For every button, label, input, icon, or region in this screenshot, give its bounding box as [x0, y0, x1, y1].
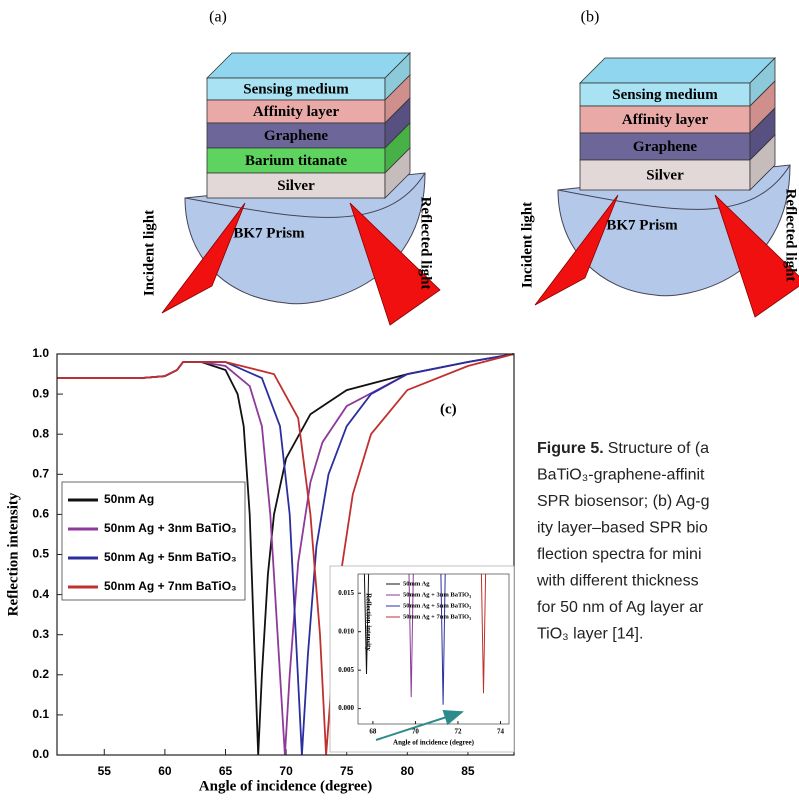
legend-label: 50mm Ag + 7nm BaTiO₃ [403, 613, 471, 620]
layer-label: Affinity layer [622, 112, 709, 128]
reflected-label: Reflected light [418, 197, 434, 290]
y-tick-label: 0.8 [32, 426, 49, 440]
y-tick-label: 0.5 [32, 547, 49, 561]
y-axis-label: Reflection intensity [5, 492, 21, 616]
layer-label: Barium titanate [245, 153, 347, 169]
layer-label: Silver [646, 167, 684, 183]
y-tick-label: 0.015 [338, 589, 354, 597]
y-tick-label: 0.9 [32, 386, 49, 400]
layer-label: Sensing medium [612, 87, 718, 103]
legend-label: 50mm Ag + 5nm BaTiO₃ [403, 602, 471, 609]
caption-text: ity layer–based SPR bio [537, 520, 708, 537]
legend-label: 50mm Ag + 3nm BaTiO₃ [403, 591, 471, 598]
panel-label: (a) [209, 9, 227, 26]
figure: (a) BK7 Prism Sensing medium Affinity layer… [0, 0, 799, 800]
reflected-label: Reflected light [783, 189, 799, 282]
prism-label: BK7 Prism [233, 225, 305, 241]
layer-label: Affinity layer [253, 104, 340, 120]
legend-label: 50mm Ag [403, 580, 430, 587]
x-tick-label: 75 [340, 764, 354, 778]
x-tick-label: 80 [401, 764, 415, 778]
caption-text: BaTiO₃-graphene-affinit [537, 467, 705, 484]
caption-text: Structure of (a [608, 440, 709, 457]
legend-label: 50nm Ag + 3nm BaTiO₃ [104, 521, 237, 535]
diagrams: (a) BK7 Prism Sensing medium Affinity layer… [141, 9, 799, 325]
caption-line: Figure 5.Structure of (a [537, 440, 709, 457]
y-tick-label: 0.0 [32, 747, 49, 761]
incident-label: Incident light [519, 202, 535, 288]
charts: 55 60 65 70 75 80 85 0.0 0.1 0.2 0.3 0.4 0.5 0.6 0.7 0.… [5, 346, 514, 794]
legend-label: 50nm Ag + 5nm BaTiO₃ [104, 550, 237, 564]
caption-label: Figure 5. [537, 440, 604, 457]
layer-label: Graphene [633, 139, 698, 155]
y-tick-label: 0.2 [32, 667, 49, 681]
caption-text: for 50 nm of Ag layer ar [537, 599, 704, 616]
x-tick-label: 74 [497, 728, 505, 736]
incident-label: Incident light [141, 210, 157, 296]
layer-label: Sensing medium [243, 81, 349, 97]
panel-label: (b) [581, 9, 600, 26]
caption-text: flection spectra for mini [537, 546, 702, 563]
y-tick-label: 1.0 [32, 346, 49, 360]
x-axis-label: Angle of incidence (degree) [393, 739, 475, 747]
y-tick-label: 0.010 [338, 627, 354, 635]
caption: Figure 5.Structure of (a BaTiO₃-graphene… [536, 440, 710, 643]
x-tick-label: 68 [369, 728, 377, 736]
y-tick-label: 0.3 [32, 627, 49, 641]
x-axis-label: Angle of incidence (degree) [199, 778, 372, 794]
x-tick-label: 70 [279, 764, 293, 778]
y-tick-label: 0.4 [32, 587, 49, 601]
x-tick-label: 72 [454, 728, 462, 736]
y-tick-label: 0.1 [32, 707, 49, 721]
prism-label: BK7 Prism [606, 217, 678, 233]
y-axis-label: Reflection intensity [364, 593, 372, 651]
top-face [580, 58, 775, 83]
page: (a) BK7 Prism Sensing medium Affinity layer… [0, 0, 799, 800]
caption-text: SPR biosensor; (b) Ag-g [537, 493, 710, 510]
annotation: (c) [440, 401, 457, 417]
y-tick-label: 0.005 [338, 666, 354, 674]
caption-text: with different thickness [536, 573, 699, 590]
legend-label: 50nm Ag [104, 492, 154, 506]
layer-label: Graphene [264, 128, 329, 144]
y-tick-label: 0.6 [32, 507, 49, 521]
layer-label: Silver [277, 178, 315, 194]
caption-text: TiO₃ layer [14]. [537, 626, 643, 643]
x-tick-label: 85 [461, 764, 475, 778]
x-tick-label: 55 [98, 764, 112, 778]
y-tick-label: 0.7 [32, 466, 49, 480]
legend-label: 50nm Ag + 7nm BaTiO₃ [104, 579, 237, 593]
x-tick-label: 65 [219, 764, 233, 778]
y-tick-label: 0.000 [338, 704, 354, 712]
top-face [207, 53, 410, 78]
x-tick-label: 60 [158, 764, 172, 778]
